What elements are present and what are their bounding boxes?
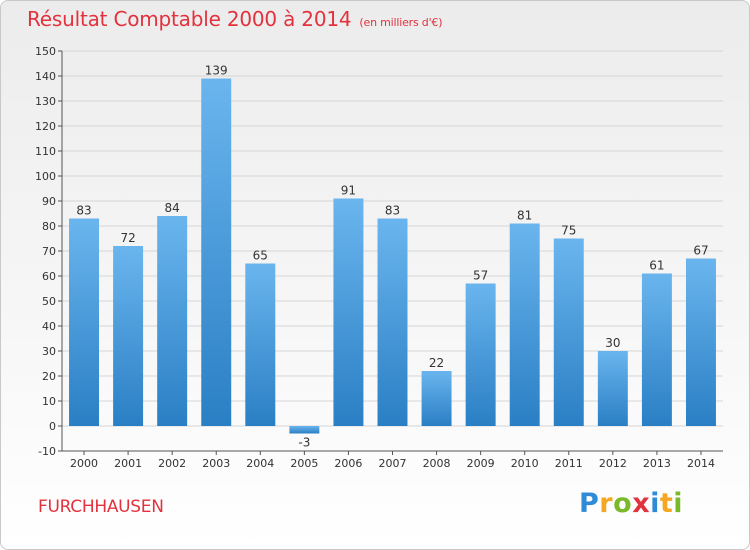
logo-letter: x <box>632 488 651 519</box>
chart-subtitle: (en milliers d'€) <box>359 16 443 29</box>
value-label: -3 <box>298 436 310 450</box>
y-tick-label: -10 <box>38 445 56 458</box>
y-tick-label: 110 <box>35 145 56 158</box>
chart-title: Résultat Comptable 2000 à 2014 (en millie… <box>27 7 443 31</box>
logo-letter: o <box>613 488 633 519</box>
x-tick-label: 2000 <box>70 457 98 470</box>
value-label: 84 <box>165 201 180 215</box>
y-tick-label: 80 <box>42 220 56 233</box>
y-tick-label: 20 <box>42 370 56 383</box>
logo-letter: i <box>650 488 660 519</box>
value-label: 83 <box>76 204 91 218</box>
x-tick-label: 2013 <box>643 457 671 470</box>
bar-2009 <box>465 283 496 426</box>
y-tick-label: 90 <box>42 195 56 208</box>
y-tick-label: 50 <box>42 295 56 308</box>
value-label: 65 <box>253 249 268 263</box>
x-tick-label: 2005 <box>290 457 318 470</box>
axes: -10 0 10 20 30 40 50 60 70 80 90 100 110 120 130 140 150… <box>35 45 723 470</box>
value-label: 81 <box>517 209 532 223</box>
bar-2006 <box>333 198 364 426</box>
bar-2003 <box>201 78 232 426</box>
x-tick-label: 2010 <box>511 457 539 470</box>
bar-2000 <box>69 218 100 426</box>
town-name: FURCHHAUSEN <box>38 497 164 517</box>
value-label: 22 <box>429 356 444 370</box>
chart-title-text: Résultat Comptable 2000 à 2014 <box>27 7 352 31</box>
x-tick-label: 2001 <box>114 457 142 470</box>
y-tick-label: 120 <box>35 120 56 133</box>
bar-2012 <box>597 351 628 426</box>
logo-letter: t <box>659 488 674 519</box>
value-label: 30 <box>605 336 620 350</box>
logo-letter: i <box>673 488 684 519</box>
y-tick-label: 60 <box>42 270 56 283</box>
value-label: 75 <box>561 224 576 238</box>
y-tick-label: 10 <box>42 395 56 408</box>
bar-2014 <box>685 258 716 426</box>
y-tick-label: 30 <box>42 345 56 358</box>
x-tick-label: 2003 <box>202 457 230 470</box>
y-tick-label: 130 <box>35 95 56 108</box>
bar-2005 <box>289 426 320 434</box>
value-label: 83 <box>385 204 400 218</box>
bar-2004 <box>245 263 276 426</box>
x-tick-label: 2006 <box>334 457 362 470</box>
x-tick-label: 2009 <box>467 457 495 470</box>
labels: 83 72 84 139 65 -3 91 83 22 57 81 75 30 61 67 <box>76 64 708 450</box>
x-tick-label: 2014 <box>687 457 715 470</box>
y-tick-label: 100 <box>35 170 56 183</box>
y-tick-label: 140 <box>35 70 56 83</box>
y-tick-label: 0 <box>49 420 56 433</box>
bar-2008 <box>421 371 452 426</box>
proxiti-logo[interactable]: Proxiti <box>579 488 683 519</box>
x-tick-label: 2002 <box>158 457 186 470</box>
x-tick-label: 2007 <box>379 457 407 470</box>
y-tick-label: 150 <box>35 45 56 58</box>
bar-2007 <box>377 218 408 426</box>
bar-2010 <box>509 223 540 426</box>
value-label: 91 <box>341 184 356 198</box>
logo-letter: r <box>599 488 614 519</box>
value-label: 61 <box>649 259 664 273</box>
y-tick-label: 40 <box>42 320 56 333</box>
bar-2002 <box>157 216 188 426</box>
x-tick-label: 2011 <box>555 457 583 470</box>
logo-letter: P <box>579 488 600 519</box>
value-label: 67 <box>693 244 708 258</box>
value-label: 139 <box>205 64 228 78</box>
y-tick-label: 70 <box>42 245 56 258</box>
x-tick-label: 2012 <box>599 457 627 470</box>
bar-2001 <box>113 246 144 426</box>
x-tick-label: 2004 <box>246 457 274 470</box>
bar-2013 <box>641 273 672 426</box>
value-label: 57 <box>473 269 488 283</box>
value-label: 72 <box>120 231 135 245</box>
bar-2011 <box>553 238 584 426</box>
x-tick-label: 2008 <box>423 457 451 470</box>
bars <box>69 78 716 434</box>
